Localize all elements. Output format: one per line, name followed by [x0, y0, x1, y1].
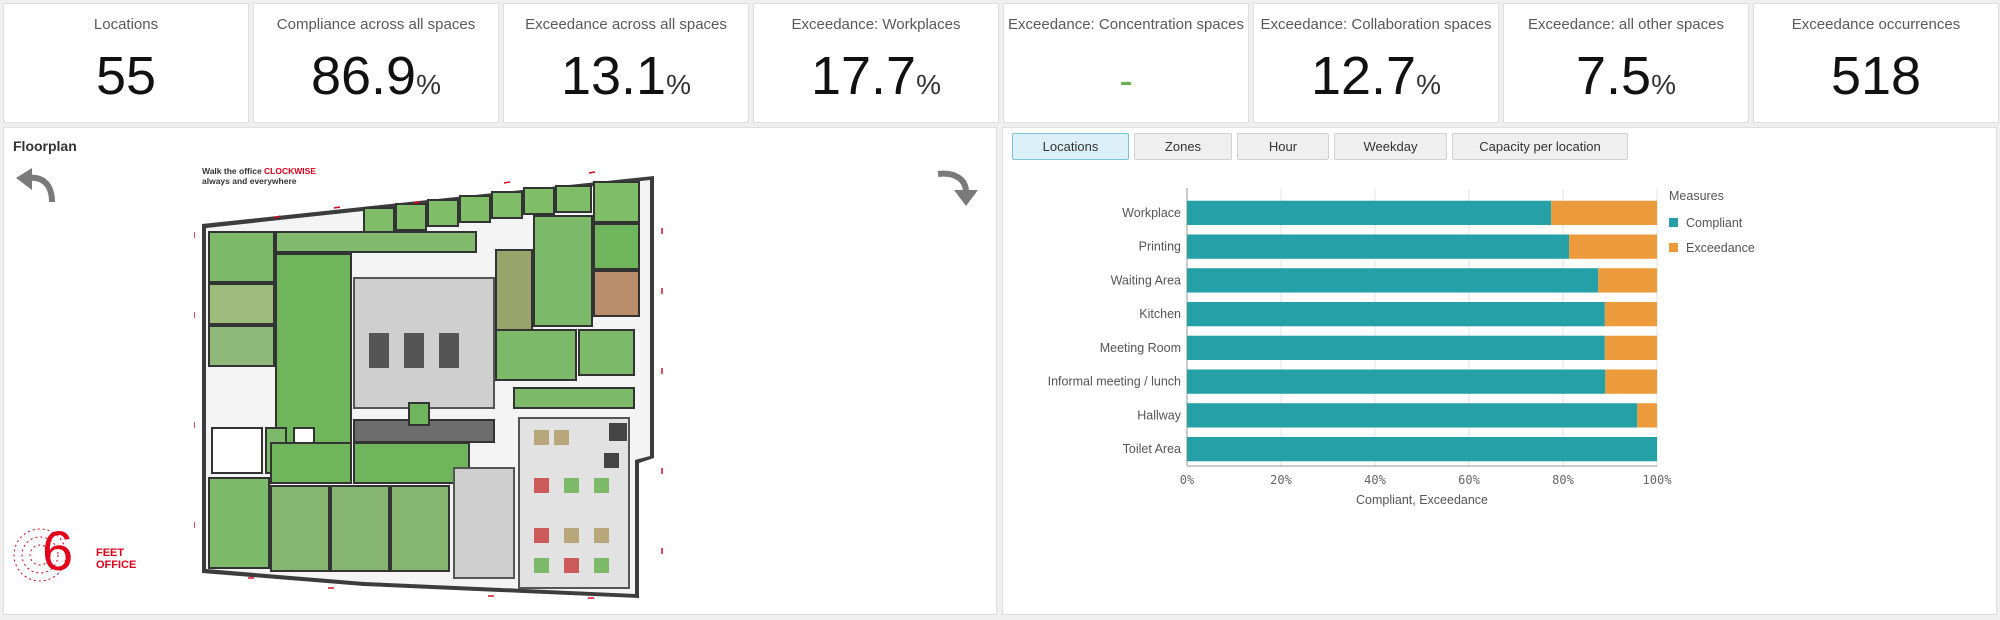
kpi-card-exceedance-occurrences[interactable]: Exceedance occurrences 518 [1753, 3, 1999, 123]
category-label: Waiting Area [1111, 273, 1181, 287]
category-label: Printing [1139, 240, 1181, 254]
rotate-clockwise-icon[interactable] [932, 166, 978, 206]
kpi-card-exceedance-other[interactable]: Exceedance: all other spaces 7.5% [1503, 3, 1749, 123]
kpi-card-exceedance-workplaces[interactable]: Exceedance: Workplaces 17.7% [753, 3, 999, 123]
six-feet-office-logo: 6 FEET OFFICE [12, 513, 136, 593]
floorplan-image[interactable] [194, 168, 674, 608]
bar-compliant [1187, 200, 1552, 226]
kpi-title: Exceedance: all other spaces [1528, 16, 1724, 33]
bar-compliant [1187, 369, 1606, 394]
bar-compliant [1187, 268, 1599, 293]
category-label: Toilet Area [1123, 442, 1181, 456]
kpi-title: Exceedance across all spaces [525, 16, 727, 33]
category-label: Informal meeting / lunch [1048, 375, 1181, 389]
clockwise-notice: Walk the office CLOCKWISE always and eve… [202, 166, 316, 186]
kpi-card-exceedance-all[interactable]: Exceedance across all spaces 13.1% [503, 3, 749, 123]
x-tick-label: 80% [1552, 473, 1574, 487]
kpi-value: 518 [1830, 46, 1922, 106]
x-tick-label: 60% [1458, 473, 1480, 487]
kpi-card-exceedance-collaboration[interactable]: Exceedance: Collaboration spaces 12.7% [1253, 3, 1499, 123]
logo-mark-icon [13, 528, 67, 582]
legend-swatch [1669, 218, 1678, 227]
kpi-value: - [1119, 59, 1133, 103]
x-tick-label: 40% [1364, 473, 1386, 487]
kpi-row: Locations 55 Compliance across all space… [0, 0, 2000, 126]
kpi-value: 13.1% [560, 46, 691, 106]
kpi-value: 86.9% [310, 46, 441, 106]
kpi-title: Exceedance occurrences [1791, 16, 1961, 33]
tab-locations[interactable]: Locations [1012, 133, 1129, 160]
kpi-card-locations[interactable]: Locations 55 [3, 3, 249, 123]
kpi-title: Exceedance: Workplaces [791, 16, 961, 33]
x-tick-label: 100% [1643, 473, 1673, 487]
bar-exceedance [1569, 234, 1657, 259]
bar-exceedance [1598, 268, 1657, 293]
bar-exceedance [1604, 335, 1657, 361]
tab-zones[interactable]: Zones [1134, 133, 1232, 160]
logo-digit: 6 [42, 519, 74, 582]
kpi-title: Exceedance: Concentration spaces [1008, 16, 1244, 33]
kpi-value: 7.5% [1576, 46, 1676, 106]
category-label: Kitchen [1139, 307, 1181, 321]
logo-text-feet: FEET [96, 547, 125, 559]
bar-exceedance [1605, 369, 1657, 394]
kpi-value: 12.7% [1310, 46, 1441, 106]
bar-compliant [1187, 301, 1605, 327]
legend-title: Measures [1669, 189, 1724, 203]
tab-weekday[interactable]: Weekday [1334, 133, 1447, 160]
legend-swatch [1669, 243, 1678, 252]
category-label: Hallway [1137, 408, 1182, 422]
category-label: Workplace [1122, 206, 1181, 220]
category-label: Meeting Room [1100, 341, 1181, 355]
x-tick-label: 0% [1180, 473, 1195, 487]
kpi-title: Locations [93, 16, 159, 33]
floorplan-panel[interactable]: Floorplan Walk the office CLOCKWISE alwa… [3, 127, 997, 615]
bar-compliant [1187, 335, 1605, 361]
legend-label: Exceedance [1686, 241, 1755, 255]
tab-hour[interactable]: Hour [1237, 133, 1329, 160]
chart-panel: Locations Zones Hour Weekday Capacity pe… [1002, 127, 1997, 615]
kpi-card-compliance[interactable]: Compliance across all spaces 86.9% [253, 3, 499, 123]
bar-compliant [1187, 403, 1638, 428]
bar-exceedance [1637, 403, 1657, 428]
kpi-value: 17.7% [810, 46, 941, 106]
kpi-title: Exceedance: Collaboration spaces [1260, 16, 1492, 33]
bar-compliant [1187, 436, 1657, 462]
rotate-counterclockwise-icon[interactable] [12, 166, 58, 206]
bar-exceedance [1551, 200, 1657, 226]
logo-text-office: OFFICE [96, 559, 137, 571]
x-tick-label: 20% [1270, 473, 1292, 487]
stacked-bar-chart[interactable]: 0% 20% 40% 60% 80% 100% Workplace Printing Waiti… [1003, 168, 1996, 613]
bar-exceedance [1604, 301, 1657, 327]
panel-title: Floorplan [13, 138, 77, 154]
kpi-card-exceedance-concentration[interactable]: Exceedance: Concentration spaces - [1003, 3, 1249, 123]
bar-compliant [1187, 234, 1570, 259]
tab-capacity-per-location[interactable]: Capacity per location [1452, 133, 1628, 160]
legend-label: Compliant [1686, 216, 1743, 230]
kpi-value: 55 [95, 46, 157, 106]
x-axis-title: Compliant, Exceedance [1356, 493, 1488, 507]
kpi-title: Compliance across all spaces [276, 16, 476, 33]
